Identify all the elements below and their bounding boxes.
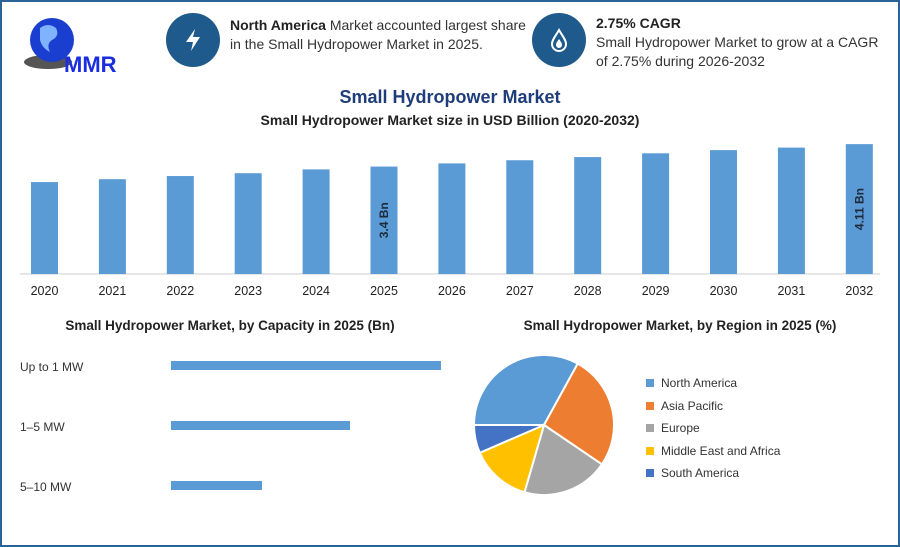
legend-label: North America (661, 376, 738, 391)
x-tick-label: 2020 (31, 284, 59, 298)
legend-swatch (646, 401, 654, 410)
capacity-label: Up to 1 MW (20, 360, 84, 374)
legend-swatch (646, 379, 654, 388)
market-size-bar-chart: 2020 2021 2022 2023 2024 2025 3.4 Bn 2026 2027 20… (20, 144, 880, 298)
legend-item: Europe (646, 417, 780, 440)
bar-2030 (710, 150, 737, 274)
bar-2031 (777, 147, 805, 274)
highlight-cagr: 2.75% CAGR Small Hydropower Market to gro… (596, 15, 879, 69)
bar-2024 (302, 169, 330, 274)
main-title: Small Hydropower Market (339, 87, 561, 107)
legend-item: Asia Pacific (646, 395, 780, 418)
bar-2025 (370, 166, 398, 274)
bar-2023 (234, 173, 262, 274)
pie-slice-south-america (472, 424, 545, 455)
highlight-region: North America Market accounted largest s… (230, 17, 526, 52)
main-subtitle: Small Hydropower Market size in USD Bill… (260, 112, 640, 128)
data-label: 4.11 Bn (852, 188, 866, 230)
x-tick-label: 2026 (438, 284, 466, 298)
bar-2022 (166, 176, 194, 274)
bar-2021 (98, 179, 126, 274)
x-tick-label: 2032 (845, 284, 873, 298)
legend-item: Middle East and Africa (646, 440, 780, 463)
region-pie-chart (472, 354, 615, 496)
x-tick-label: 2024 (302, 284, 330, 298)
capacity-label: 5–10 MW (20, 480, 72, 494)
legend-label: Middle East and Africa (661, 443, 781, 458)
capacity-bar (171, 361, 441, 370)
bar-2028 (574, 157, 602, 274)
legend-swatch (646, 469, 654, 478)
capacity-bar (171, 481, 262, 490)
x-tick-label: 2025 (370, 284, 398, 298)
bar-2029 (642, 153, 670, 274)
lightning-bolt-icon (166, 13, 220, 67)
legend-label: Asia Pacific (661, 398, 724, 413)
x-tick-label: 2021 (98, 284, 126, 298)
legend-item: South America (646, 462, 780, 485)
svg-text:MMR: MMR (64, 52, 117, 77)
capacity-bar (171, 421, 351, 430)
legend-swatch (646, 424, 654, 433)
x-tick-label: 2022 (166, 284, 194, 298)
pie-slice-asia-pacific (542, 362, 615, 466)
legend-label: Europe (661, 421, 700, 436)
x-tick-label: 2028 (574, 284, 602, 298)
bar-2027 (506, 160, 534, 274)
region-chart-title: Small Hydropower Market, by Region in 20… (523, 318, 837, 333)
legend-swatch (646, 446, 654, 455)
legend-label: South America (661, 466, 740, 481)
bar-2020 (31, 182, 58, 274)
pie-legend: North America Asia Pacific Europe Middle Ea… (646, 372, 780, 485)
bar-2032 (845, 144, 873, 274)
bar-2026 (438, 163, 466, 274)
x-tick-label: 2023 (234, 284, 262, 298)
capacity-chart-title: Small Hydropower Market, by Capacity in … (65, 318, 395, 333)
pie-slice-middle-east-and-africa (478, 423, 546, 494)
x-tick-label: 2031 (777, 284, 805, 298)
water-drop-flame-icon (532, 13, 586, 67)
pie-slice-north-america (472, 354, 580, 426)
mmr-logo: MMR (18, 12, 138, 78)
legend-item: North America (646, 372, 780, 395)
x-tick-label: 2030 (710, 284, 738, 298)
x-tick-label: 2027 (506, 284, 534, 298)
pie-slice-europe (523, 423, 604, 496)
x-tick-label: 2029 (642, 284, 670, 298)
capacity-label: 1–5 MW (20, 420, 65, 434)
data-label: 3.4 Bn (377, 202, 391, 238)
